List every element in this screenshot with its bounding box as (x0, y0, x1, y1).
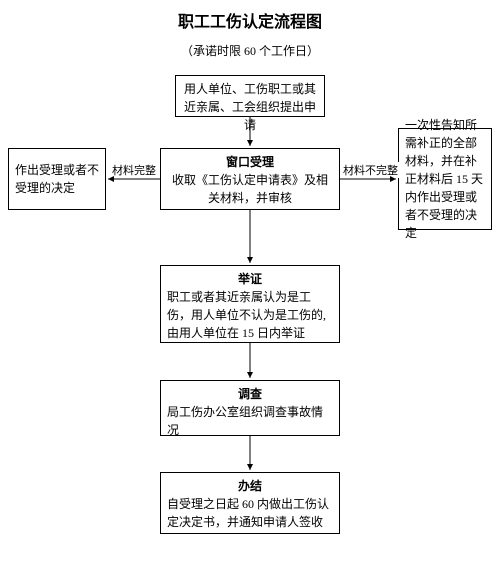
node-apply: 用人单位、工伤职工或其近亲属、工会组织提出申请 (175, 75, 325, 117)
node-left: 作出受理或者不受理的决定 (8, 148, 106, 210)
label-complete: 材料完整 (110, 162, 158, 178)
node-finish: 办结 自受理之日起 60 内做出工伤认定决定书，并通知申请人签收 (160, 472, 340, 534)
node-investigate: 调查 局工伤办公室组织调查事故情况 (160, 380, 340, 436)
node-accept-heading: 窗口受理 (167, 153, 333, 171)
node-evidence: 举证 职工或者其近亲属认为是工伤，用人单位不认为是工伤的,由用人单位在 15 日… (160, 265, 340, 343)
node-evidence-heading: 举证 (167, 270, 333, 288)
node-accept: 窗口受理 收取《工伤认定申请表》及相关材料，并审核 (160, 148, 340, 210)
node-right-text: 一次性告知所需补正的全部材料，并在补正材料后 15 天内作出受理或者不受理的决定 (405, 116, 485, 242)
node-finish-text: 自受理之日起 60 内做出工伤认定决定书，并通知申请人签收 (167, 495, 333, 531)
node-apply-text: 用人单位、工伤职工或其近亲属、工会组织提出申请 (184, 82, 316, 132)
node-finish-heading: 办结 (167, 477, 333, 495)
node-investigate-text: 局工伤办公室组织调查事故情况 (167, 403, 333, 439)
label-incomplete: 材料不完整 (341, 162, 400, 178)
node-left-text: 作出受理或者不受理的决定 (15, 161, 99, 197)
node-investigate-heading: 调查 (167, 385, 333, 403)
node-evidence-text: 职工或者其近亲属认为是工伤，用人单位不认为是工伤的,由用人单位在 15 日内举证 (167, 288, 333, 342)
node-accept-text: 收取《工伤认定申请表》及相关材料，并审核 (172, 173, 328, 205)
node-right: 一次性告知所需补正的全部材料，并在补正材料后 15 天内作出受理或者不受理的决定 (398, 128, 492, 230)
page-title: 职工工伤认定流程图 (0, 0, 500, 32)
page-subtitle: （承诺时限 60 个工作日） (0, 42, 500, 59)
